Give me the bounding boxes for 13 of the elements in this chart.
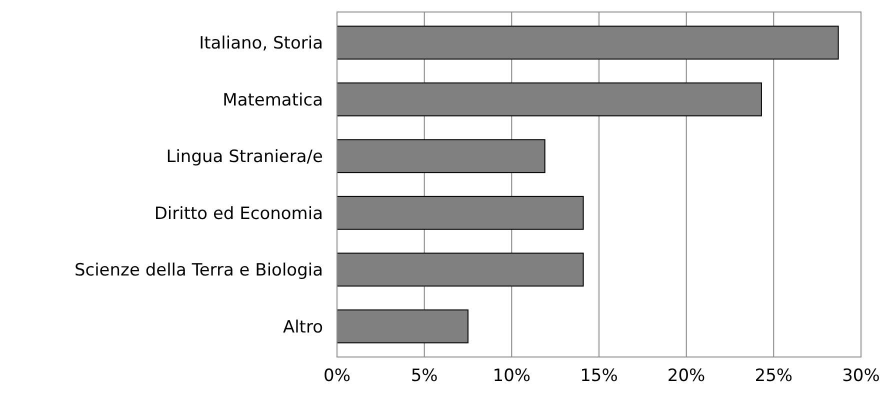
x-tick-label: 0% — [324, 366, 350, 386]
y-tick-label: Lingua Straniera/e — [166, 147, 323, 168]
y-tick-label: Altro — [282, 317, 323, 338]
x-tick-label: 20% — [667, 366, 706, 386]
y-tick-label: Italiano, Storia — [199, 34, 323, 54]
y-tick-label: Matematica — [222, 90, 323, 110]
x-tick-label: 10% — [492, 366, 531, 386]
y-tick-label: Diritto ed Economia — [154, 204, 323, 224]
y-tick-label: Scienze della Terra e Biologia — [74, 260, 323, 281]
x-tick-label: 15% — [580, 366, 618, 386]
x-tick-label: 30% — [842, 366, 880, 386]
x-tick-label: 5% — [410, 366, 438, 386]
x-tick-label: 25% — [754, 366, 793, 386]
